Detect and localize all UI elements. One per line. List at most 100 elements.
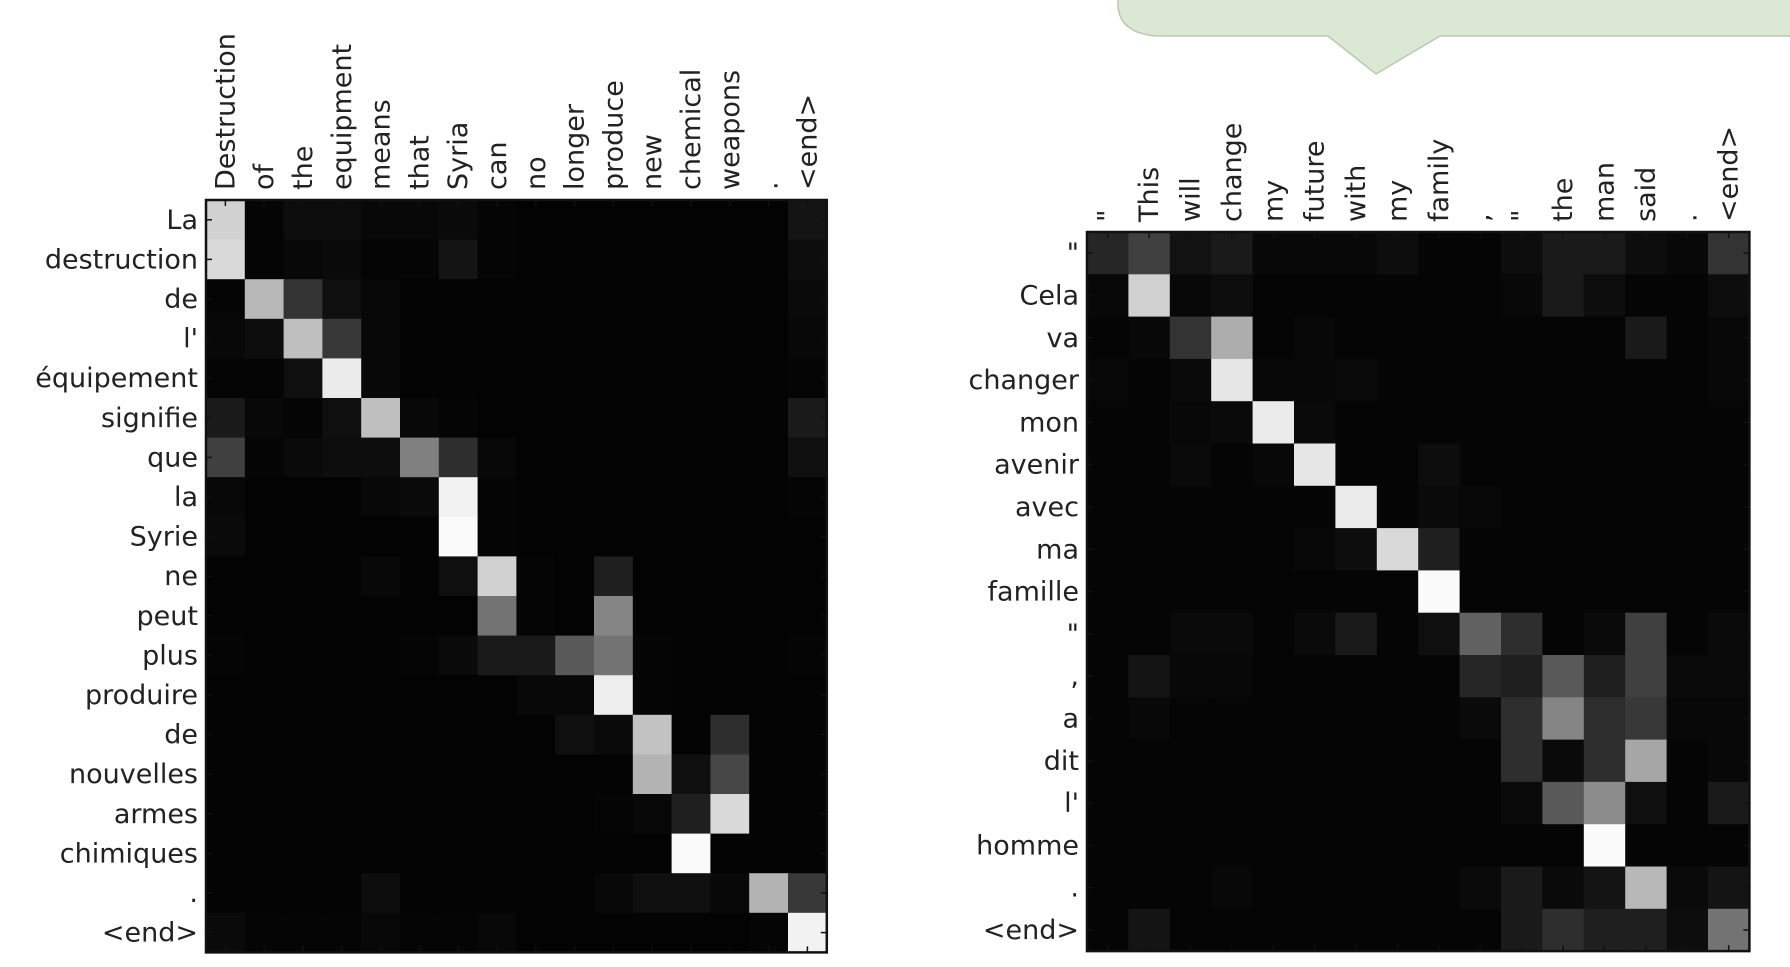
- heatmap-cell: [283, 912, 323, 953]
- heatmap-cell: [438, 833, 479, 874]
- heatmap-cell: [671, 635, 711, 676]
- heatmap-cell: [438, 556, 479, 597]
- y-tick-label: avenir: [994, 450, 1080, 481]
- heatmap-cell: [1501, 866, 1543, 910]
- heatmap-cell: [1501, 443, 1543, 487]
- heatmap-cell: [1418, 612, 1461, 656]
- heatmap-cell: [477, 833, 517, 874]
- heatmap-cell: [1459, 443, 1502, 487]
- heatmap-cell: [555, 596, 595, 637]
- heatmap-cell: [1376, 908, 1419, 952]
- heatmap-cell: [1335, 232, 1378, 275]
- heatmap-cell: [1501, 401, 1543, 445]
- heatmap-cell: [244, 794, 285, 835]
- heatmap-cell: [1087, 781, 1129, 825]
- heatmap-cell: [1128, 824, 1171, 868]
- heatmap-cell: [632, 912, 673, 953]
- heatmap-cell: [710, 794, 750, 835]
- heatmap-cell: [1625, 528, 1668, 571]
- heatmap-cell: [1542, 612, 1585, 656]
- heatmap-cell: [516, 437, 556, 478]
- heatmap-cell: [438, 596, 479, 637]
- heatmap-cell: [1542, 274, 1585, 318]
- heatmap-cell: [400, 635, 440, 676]
- heatmap-cell: [1376, 232, 1419, 275]
- heatmap-cell: [1169, 612, 1212, 656]
- x-tick-label: <end>: [1714, 126, 1745, 222]
- heatmap-cell: [244, 754, 285, 795]
- heatmap-cell: [477, 675, 517, 716]
- heatmap-cell: [283, 833, 323, 874]
- heatmap-cell: [1583, 697, 1626, 741]
- heatmap-cell: [594, 754, 634, 795]
- heatmap-cell: [1169, 358, 1212, 402]
- heatmap-cell: [206, 437, 246, 478]
- y-tick-label: <end>: [102, 918, 198, 949]
- heatmap-cell: [555, 358, 595, 399]
- y-tick-label: chimiques: [60, 838, 198, 869]
- heatmap-cell: [322, 358, 362, 399]
- heatmap-cell: [671, 556, 711, 597]
- heatmap-cell: [361, 675, 401, 716]
- heatmap-cell: [1625, 739, 1668, 783]
- x-tick-label: my: [1383, 180, 1414, 222]
- heatmap-cell: [1583, 528, 1626, 571]
- heatmap-cell: [283, 318, 323, 359]
- y-tick-label: destruction: [45, 244, 198, 275]
- heatmap-cell: [1418, 443, 1461, 487]
- heatmap-cell: [1211, 316, 1254, 360]
- heatmap-cell: [1252, 316, 1295, 360]
- heatmap-cell: [749, 318, 789, 359]
- heatmap-cell: [244, 556, 285, 597]
- y-tick-label: va: [1046, 323, 1079, 354]
- heatmap-cell: [1418, 655, 1461, 698]
- heatmap-cell: [1625, 612, 1668, 656]
- heatmap-cell: [555, 239, 595, 280]
- heatmap-cell: [1583, 316, 1626, 360]
- heatmap-cell: [594, 794, 634, 835]
- heatmap-cell: [1625, 570, 1668, 614]
- heatmap-cell: [1625, 655, 1668, 698]
- heatmap-cell: [1128, 443, 1171, 487]
- heatmap-cell: [1418, 316, 1461, 360]
- heatmap-cell: [322, 556, 362, 597]
- heatmap-cell: [1708, 739, 1750, 783]
- heatmap-cell: [1335, 443, 1378, 487]
- heatmap-cell: [1376, 443, 1419, 487]
- heatmap-cell: [1376, 316, 1419, 360]
- heatmap-cell: [710, 239, 750, 280]
- x-tick-label: the: [1548, 178, 1579, 222]
- heatmap-cell: [244, 398, 285, 439]
- heatmap-cell: [516, 398, 556, 439]
- x-tick-label: will: [1176, 177, 1207, 222]
- heatmap-cell: [206, 635, 246, 676]
- heatmap-cell: [1708, 612, 1750, 656]
- heatmap-cell: [1459, 739, 1502, 783]
- heatmap-cell: [283, 358, 323, 399]
- heatmap-cell: [1708, 570, 1750, 614]
- heatmap-cell: [322, 279, 362, 320]
- heatmap-cell: [1666, 655, 1709, 698]
- heatmap-cell: [283, 754, 323, 795]
- heatmap-cell: [1542, 655, 1585, 698]
- heatmap-cell: [361, 398, 401, 439]
- heatmap-cell: [438, 754, 479, 795]
- heatmap-cell: [1708, 866, 1750, 910]
- heatmap-cell: [477, 635, 517, 676]
- heatmap-cell: [438, 437, 479, 478]
- heatmap-cell: [671, 754, 711, 795]
- y-tick-label: a: [1062, 703, 1079, 734]
- heatmap-cell: [1542, 697, 1585, 741]
- heatmap-cell: [361, 556, 401, 597]
- heatmap-cell: [1501, 232, 1543, 275]
- heatmap-cell: [1169, 443, 1212, 487]
- x-tick-label: ,: [1465, 213, 1496, 222]
- heatmap-cell: [400, 318, 440, 359]
- heatmap-cell: [1252, 401, 1295, 445]
- heatmap-cell: [438, 873, 479, 914]
- heatmap-cell: [594, 714, 634, 755]
- heatmap-cell: [1211, 655, 1254, 698]
- x-tick-label: This: [1134, 167, 1165, 223]
- y-tick-label: armes: [114, 799, 198, 830]
- heatmap-cell: [1542, 232, 1585, 275]
